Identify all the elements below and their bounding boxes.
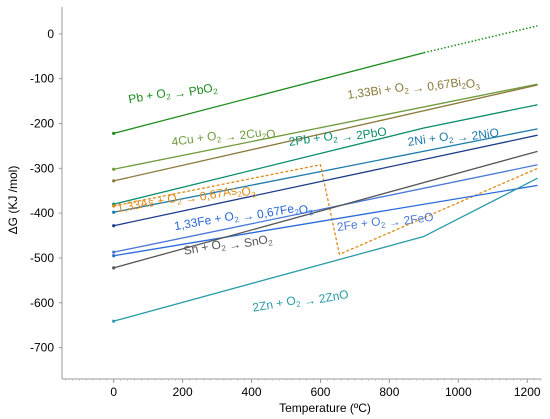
series-line-8 — [113, 164, 538, 253]
series-start-point-6 — [112, 224, 116, 228]
series-line-0 — [113, 52, 424, 135]
y-tick-label: -400 — [30, 206, 54, 220]
series-start-point-0 — [112, 131, 116, 135]
series-line-10 — [113, 177, 538, 322]
series-start-point-2 — [112, 179, 116, 183]
y-tick-label: 0 — [47, 27, 54, 41]
y-tick-label: -500 — [30, 251, 54, 265]
series-line-4 — [113, 128, 538, 213]
x-tick-label: 1200 — [514, 385, 541, 399]
reaction-label-9: Sn + O2 → SnO2 — [182, 228, 274, 262]
x-tick-label: 600 — [310, 385, 330, 399]
series-line-7 — [113, 184, 538, 257]
reaction-label-4: 2Ni + O2 → 2NiO — [407, 122, 500, 152]
y-tick-label: -600 — [30, 296, 54, 310]
series-layer — [112, 25, 538, 323]
series-start-point-8 — [112, 250, 116, 254]
x-tick-label: 800 — [379, 385, 399, 399]
series-line-6 — [113, 134, 538, 227]
y-axis-title: ΔG (KJ /mol) — [6, 166, 20, 235]
y-tick-label: -100 — [30, 72, 54, 86]
y-tick-label: -200 — [30, 117, 54, 131]
reaction-label-8: 2Fe + O2 → 2FeO — [336, 207, 434, 237]
series-line-1 — [113, 83, 538, 170]
series-start-point-9 — [112, 266, 116, 270]
series-line-2 — [113, 84, 538, 182]
x-tick-label: 400 — [242, 385, 262, 399]
series-line-9 — [113, 150, 538, 269]
series-line-5 — [113, 164, 538, 256]
x-tick-label: 1000 — [445, 385, 472, 399]
x-tick-label: 0 — [110, 385, 117, 399]
reaction-label-3: 2Pb + O2 → 2PbO — [288, 121, 388, 151]
series-start-point-1 — [112, 167, 116, 171]
series-start-point-10 — [112, 319, 116, 323]
series-line-3 — [113, 104, 538, 205]
y-tick-label: -700 — [30, 341, 54, 355]
series-start-point-7 — [112, 254, 116, 258]
x-axis-title: Temperature (ºC) — [279, 401, 371, 415]
reaction-label-1: 4Cu + O2 → 2Cu2O — [171, 121, 277, 155]
y-tick-label: -300 — [30, 161, 54, 175]
series-start-point-5 — [112, 204, 116, 208]
series-start-point-4 — [112, 210, 116, 214]
axes: 0 -100 -200 -300 -400 -500 -600 -700 0 200 400 600 8… — [30, 7, 542, 399]
x-tick-label: 200 — [173, 385, 193, 399]
